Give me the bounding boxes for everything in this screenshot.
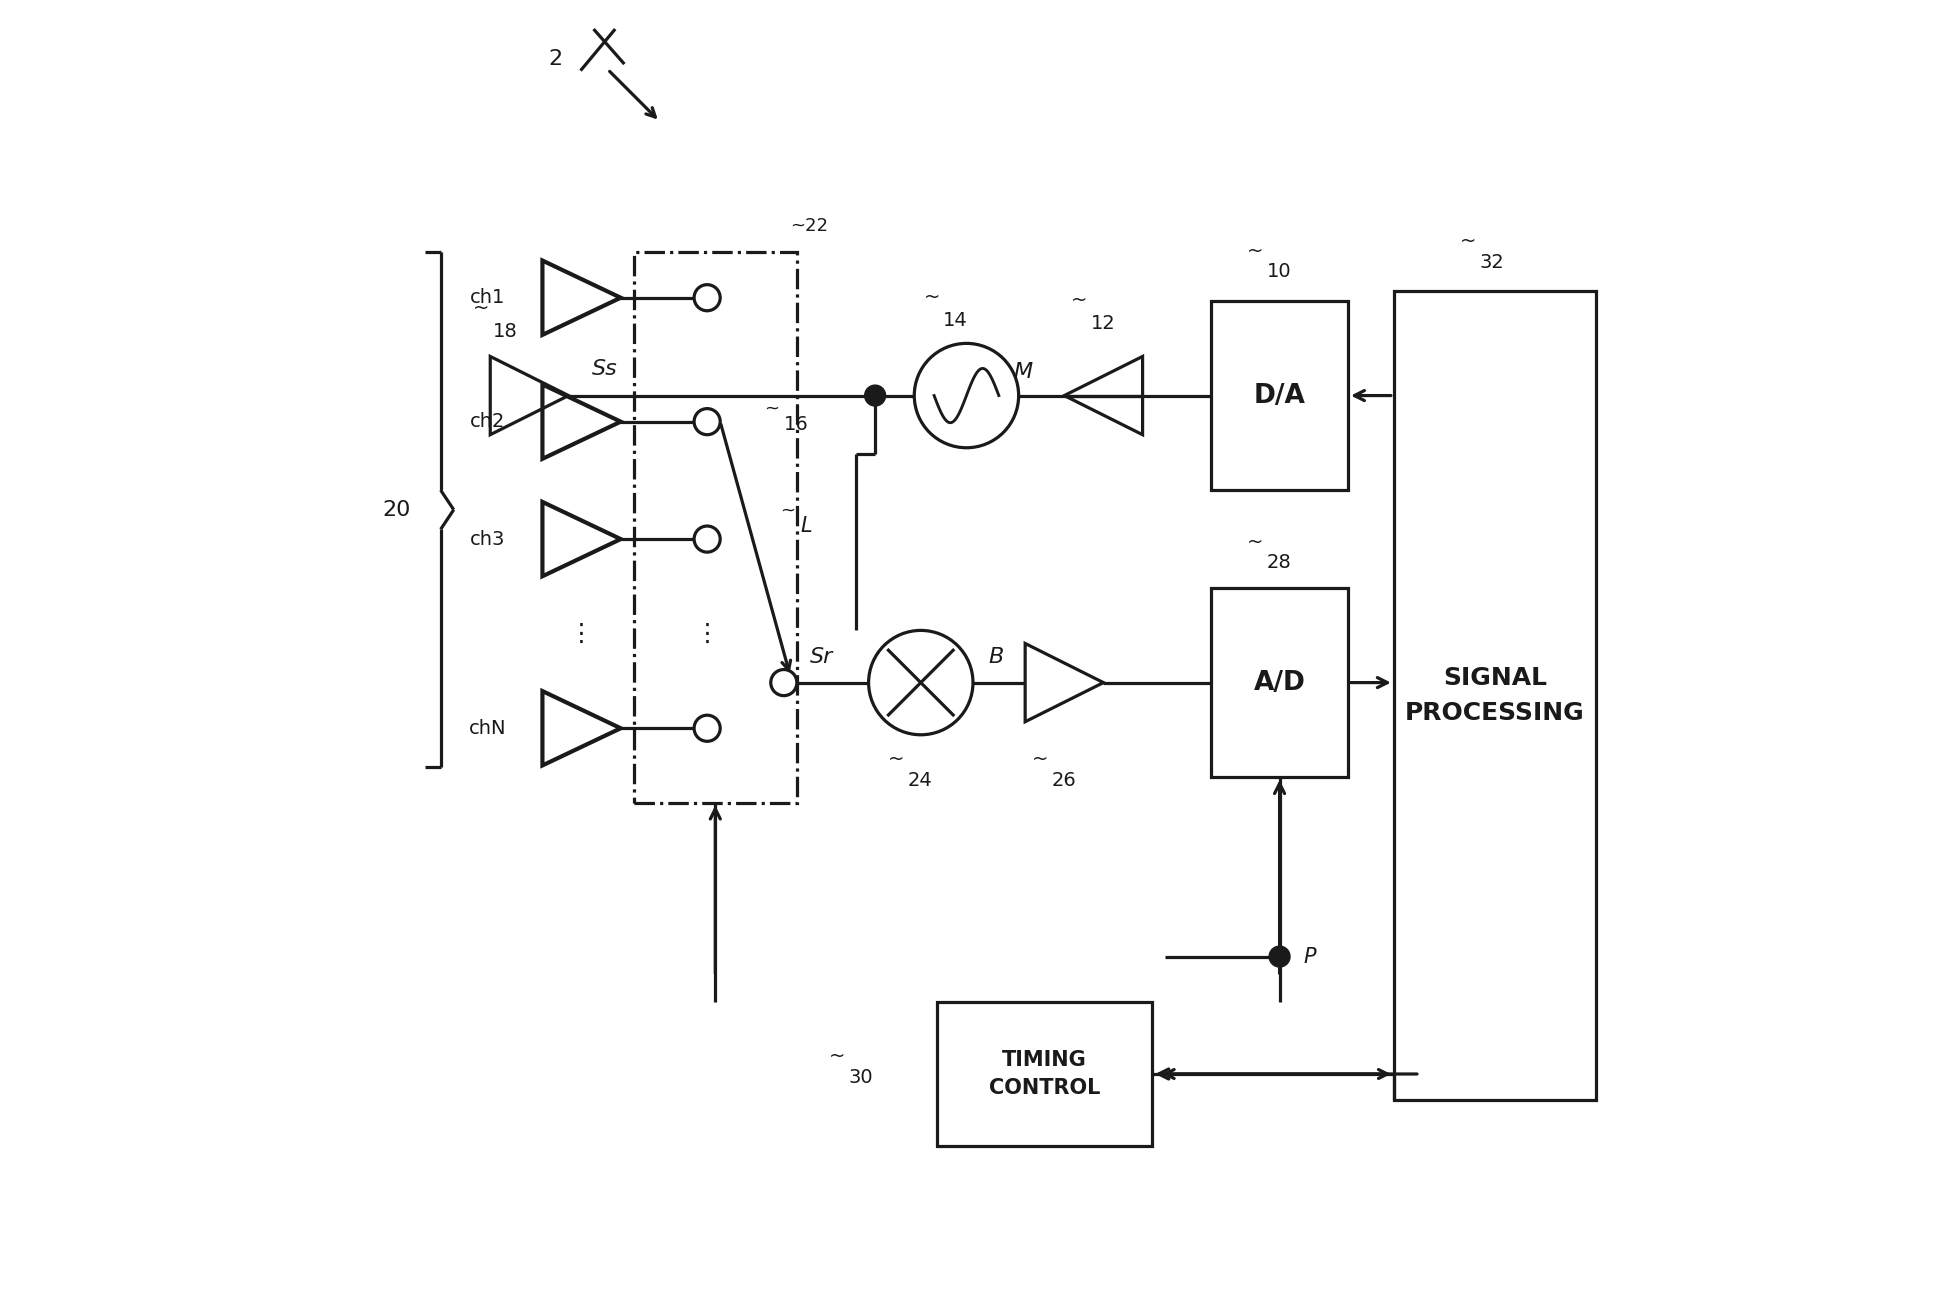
Text: 30: 30: [848, 1067, 874, 1087]
Circle shape: [693, 716, 721, 742]
Text: L: L: [801, 516, 813, 536]
Text: ~: ~: [1072, 290, 1087, 310]
Text: 2: 2: [549, 49, 562, 70]
Circle shape: [770, 670, 797, 696]
Text: 28: 28: [1267, 553, 1291, 572]
Text: TIMING
CONTROL: TIMING CONTROL: [989, 1050, 1101, 1098]
Bar: [1393, 291, 1597, 1100]
Bar: [1211, 301, 1348, 490]
Text: 10: 10: [1267, 263, 1291, 281]
Text: ⋮: ⋮: [568, 621, 594, 646]
Text: D/A: D/A: [1254, 382, 1305, 408]
Text: SIGNAL
PROCESSING: SIGNAL PROCESSING: [1405, 666, 1585, 725]
Text: ~: ~: [1248, 533, 1264, 551]
Text: 24: 24: [907, 771, 932, 789]
Text: chN: chN: [468, 718, 505, 738]
Circle shape: [693, 408, 721, 435]
Circle shape: [693, 527, 721, 553]
Text: ch3: ch3: [470, 529, 505, 549]
Text: ~: ~: [923, 288, 940, 307]
Text: 32: 32: [1479, 252, 1505, 272]
Text: P: P: [1303, 947, 1316, 966]
Text: M: M: [1013, 362, 1032, 382]
Text: ~: ~: [474, 298, 490, 318]
Text: ~22: ~22: [789, 217, 829, 235]
Text: 12: 12: [1091, 314, 1115, 334]
Bar: [936, 1002, 1152, 1146]
Circle shape: [915, 344, 1019, 448]
Text: 14: 14: [942, 311, 968, 331]
Text: ~: ~: [829, 1048, 844, 1066]
Circle shape: [864, 385, 885, 406]
Text: ~: ~: [780, 502, 795, 520]
Text: 20: 20: [382, 500, 411, 520]
Text: ch1: ch1: [470, 289, 505, 307]
Text: B: B: [989, 646, 1003, 667]
Text: ⋮: ⋮: [695, 621, 719, 646]
Text: Ss: Ss: [592, 360, 617, 379]
Circle shape: [1269, 947, 1291, 966]
Text: 26: 26: [1052, 771, 1075, 789]
Text: ~: ~: [887, 750, 905, 768]
Text: ch2: ch2: [470, 412, 505, 431]
Circle shape: [693, 285, 721, 311]
Text: 18: 18: [494, 322, 517, 341]
Text: ~: ~: [1248, 242, 1264, 260]
Text: ~: ~: [1459, 232, 1475, 251]
Circle shape: [868, 630, 974, 735]
Text: ~: ~: [764, 399, 780, 418]
Bar: [1211, 588, 1348, 777]
Text: Sr: Sr: [809, 646, 833, 667]
Bar: [635, 252, 797, 802]
Text: 16: 16: [784, 415, 809, 433]
Text: A/D: A/D: [1254, 670, 1305, 696]
Text: ~: ~: [1032, 750, 1048, 768]
